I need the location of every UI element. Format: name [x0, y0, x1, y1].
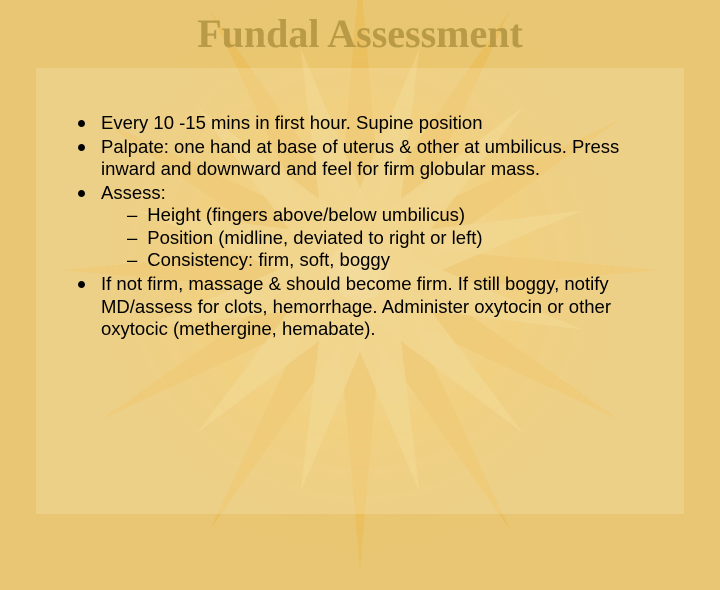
- sub-bullet-text: Position (midline, deviated to right or …: [147, 227, 482, 250]
- dash-icon: –: [127, 227, 137, 250]
- bullet-text: Every 10 -15 mins in first hour. Supine …: [101, 112, 668, 135]
- bullet-icon: [78, 281, 85, 288]
- bullet-item: Assess: – Height (fingers above/below um…: [78, 182, 668, 272]
- dash-icon: –: [127, 249, 137, 272]
- bullet-label: Assess:: [101, 182, 166, 203]
- slide-title: Fundal Assessment: [0, 10, 720, 57]
- bullet-icon: [78, 144, 85, 151]
- body-content: Every 10 -15 mins in first hour. Supine …: [78, 112, 668, 342]
- sub-bullet: – Consistency: firm, soft, boggy: [127, 249, 668, 272]
- sub-bullet: – Position (midline, deviated to right o…: [127, 227, 668, 250]
- bullet-icon: [78, 190, 85, 197]
- bullet-text: Assess: – Height (fingers above/below um…: [101, 182, 668, 272]
- bullet-item: Palpate: one hand at base of uterus & ot…: [78, 136, 668, 181]
- sub-bullet-text: Consistency: firm, soft, boggy: [147, 249, 390, 272]
- bullet-item: Every 10 -15 mins in first hour. Supine …: [78, 112, 668, 135]
- sub-bullet-text: Height (fingers above/below umbilicus): [147, 204, 465, 227]
- bullet-icon: [78, 120, 85, 127]
- bullet-text: If not firm, massage & should become fir…: [101, 273, 668, 341]
- sub-bullet: – Height (fingers above/below umbilicus): [127, 204, 668, 227]
- bullet-item: If not firm, massage & should become fir…: [78, 273, 668, 341]
- bullet-text: Palpate: one hand at base of uterus & ot…: [101, 136, 668, 181]
- dash-icon: –: [127, 204, 137, 227]
